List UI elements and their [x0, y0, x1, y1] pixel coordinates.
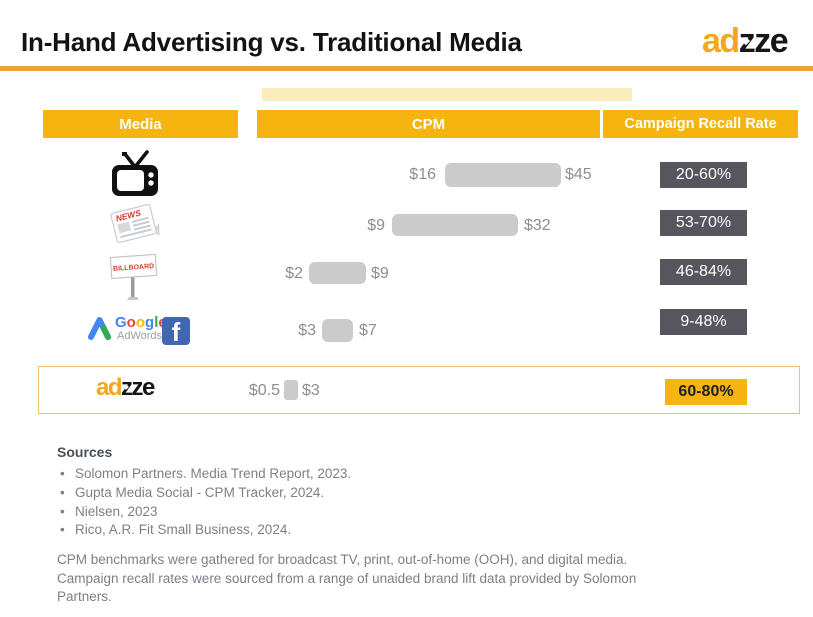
cpm-max-adzze: $3 [302, 382, 320, 399]
column-header-cpm: CPM [257, 110, 600, 138]
facebook-icon: f [162, 317, 190, 345]
cpm-bar-newspaper [392, 214, 518, 236]
adwords-sub-label: AdWords [117, 329, 163, 342]
cpm-bar-digital [322, 319, 353, 342]
adzze-row-logo-ze: ze [131, 374, 156, 401]
google-wordmark: Google [115, 313, 167, 331]
recall-badge-digital: 9-48% [660, 309, 747, 335]
adzze-row-logo-ad: ad [96, 374, 123, 401]
recall-badge-tv: 20-60% [660, 162, 747, 188]
tv-icon [112, 150, 158, 196]
newspaper-icon: NEWS [110, 203, 160, 244]
cpm-max-newspaper: $32 [524, 217, 551, 234]
billboard-icon: BILLBOARD [109, 253, 158, 300]
cpm-header-accent [262, 88, 632, 101]
column-header-media: Media [43, 110, 238, 138]
recall-badge-adzze: 60-80% [665, 379, 747, 405]
cpm-max-tv: $45 [565, 166, 592, 183]
methodology-footnote: CPM benchmarks were gathered for broadca… [57, 552, 637, 605]
cpm-min-newspaper: $9 [367, 217, 385, 234]
google-adwords-text: Google AdWords [115, 315, 167, 342]
header-divider [0, 66, 813, 71]
source-item: Rico, A.R. Fit Small Business, 2024. [57, 521, 677, 540]
source-item: Gupta Media Social - CPM Tracker, 2024. [57, 484, 677, 503]
cpm-min-billboard: $2 [285, 265, 303, 282]
adzze-logo-z-star: z [738, 22, 756, 60]
recall-badge-billboard: 46-84% [660, 259, 747, 285]
adwords-triangle-icon [88, 317, 111, 340]
cpm-bar-tv [445, 163, 561, 187]
source-item: Nielsen, 2023 [57, 503, 677, 522]
adzze-logo: adzze [702, 22, 789, 61]
cpm-max-digital: $7 [359, 322, 377, 339]
adzze-logo-ze: ze [754, 22, 788, 60]
adzze-row-logo-z-star: z [121, 374, 133, 401]
cpm-bar-adzze [284, 380, 298, 400]
google-adwords-logo: Google AdWords [87, 314, 167, 342]
cpm-min-tv: $16 [409, 166, 436, 183]
cpm-bar-billboard [309, 262, 366, 284]
sources-heading: Sources [57, 444, 113, 460]
column-header-recall: Campaign Recall Rate [603, 110, 798, 138]
adzze-row-logo: adzze [96, 374, 156, 402]
source-item: Solomon Partners. Media Trend Report, 20… [57, 465, 677, 484]
billboard-icon-label: BILLBOARD [113, 263, 155, 273]
cpm-min-adzze: $0.5 [248, 382, 280, 399]
cpm-max-billboard: $9 [371, 265, 389, 282]
recall-badge-newspaper: 53-70% [660, 210, 747, 236]
sources-section: Sources Solomon Partners. Media Trend Re… [57, 444, 677, 540]
adzze-logo-ad: ad [702, 22, 740, 60]
page-title: In-Hand Advertising vs. Traditional Medi… [21, 27, 522, 57]
cpm-min-digital: $3 [298, 322, 316, 339]
sources-list: Solomon Partners. Media Trend Report, 20… [57, 465, 677, 540]
